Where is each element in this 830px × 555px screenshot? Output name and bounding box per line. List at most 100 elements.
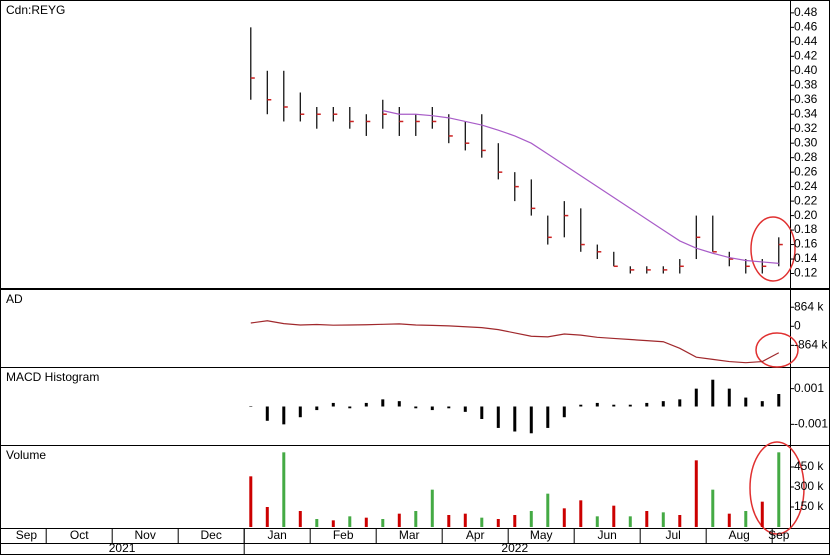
bar [562, 508, 566, 527]
x-tick-label: Nov [135, 528, 156, 542]
bar [496, 519, 500, 527]
bar [760, 401, 764, 407]
bar [661, 401, 665, 407]
y-tick-label: 0.16 [794, 237, 818, 251]
y-tick-label: 0.30 [794, 135, 818, 149]
bar [480, 517, 484, 527]
bar [711, 379, 715, 407]
bar [480, 406, 484, 419]
x-tick-label: May [530, 528, 553, 542]
panel-title: Volume [6, 448, 46, 462]
bar [447, 406, 451, 409]
ad-line [250, 320, 780, 364]
y-tick-label: 0.22 [794, 193, 818, 207]
bar [298, 511, 302, 527]
bar [463, 406, 467, 412]
panel-title: MACD Histogram [6, 370, 99, 384]
y-tick-label: 0.42 [794, 48, 818, 62]
bar [331, 402, 335, 407]
bar [249, 476, 253, 527]
year-label: 2022 [501, 541, 528, 555]
bar [496, 406, 500, 428]
bar [562, 406, 566, 418]
x-tick-label: Dec [201, 528, 222, 542]
y-tick-label: 0.32 [794, 121, 818, 135]
y-tick-label: 0.14 [794, 251, 818, 265]
x-tick-label: Sep [768, 528, 790, 542]
y-tick-label: 0.46 [794, 20, 818, 34]
panel-title: AD [6, 292, 23, 306]
bar [364, 402, 368, 407]
bar [711, 489, 715, 527]
y-tick-label: 0 [794, 318, 801, 332]
bar [397, 401, 401, 407]
bar [364, 517, 368, 527]
bar [282, 452, 286, 527]
x-tick-label: Apr [466, 528, 485, 542]
bar [579, 404, 583, 407]
y-tick-label: 0.24 [794, 179, 818, 193]
y-tick-label: 0.18 [794, 222, 818, 236]
y-tick-label: 0.48 [794, 5, 818, 19]
y-tick-label: 450 k [794, 459, 824, 473]
y-tick-label: 0.20 [794, 208, 818, 222]
bar [612, 404, 616, 407]
bar [331, 520, 335, 527]
bar [430, 489, 434, 527]
x-tick-label: Mar [399, 528, 420, 542]
x-tick-label: Sep [16, 528, 38, 542]
y-tick-label: 0.38 [794, 77, 818, 91]
bar [513, 515, 517, 527]
bar [414, 406, 418, 409]
y-tick-label: 0.36 [794, 92, 818, 106]
bar [661, 512, 665, 527]
bar [298, 406, 302, 418]
y-tick-label: 0.26 [794, 164, 818, 178]
bar [546, 493, 550, 527]
bar [727, 513, 731, 527]
bar [694, 460, 698, 527]
x-tick-label: Jan [268, 528, 287, 542]
y-tick-label: 0.40 [794, 63, 818, 77]
bar [414, 511, 418, 527]
bar [397, 513, 401, 527]
highlight-circle [749, 441, 805, 535]
bar [628, 404, 632, 407]
moving-average [382, 110, 779, 264]
x-tick-label: Feb [333, 528, 354, 542]
y-tick-label: 0.001 [794, 381, 824, 395]
bar [760, 501, 764, 527]
bar [463, 513, 467, 527]
bar [777, 452, 781, 527]
x-tick-label: Aug [729, 528, 750, 542]
bar [282, 406, 286, 425]
bar [645, 402, 649, 407]
bar [265, 406, 269, 421]
x-tick-label: Oct [70, 528, 89, 542]
year-label: 2021 [109, 541, 136, 555]
bar [265, 507, 269, 527]
bar [595, 516, 599, 527]
bar [744, 511, 748, 527]
bar [430, 406, 434, 411]
y-tick-label: 0.28 [794, 150, 818, 164]
bar [645, 511, 649, 527]
bar [678, 515, 682, 527]
y-tick-label: 150 k [794, 499, 824, 513]
bar [744, 397, 748, 407]
bar [348, 406, 352, 409]
y-tick-label: -864 k [794, 338, 828, 352]
bar [694, 388, 698, 407]
x-tick-label: Jun [598, 528, 617, 542]
bar [348, 516, 352, 527]
y-tick-label: 0.12 [794, 266, 818, 280]
bar [249, 406, 253, 407]
y-tick-label: 0.34 [794, 106, 818, 120]
highlight-circle [750, 216, 796, 282]
bar [447, 515, 451, 527]
bar [315, 519, 319, 527]
bar [579, 500, 583, 527]
bar [727, 388, 731, 407]
